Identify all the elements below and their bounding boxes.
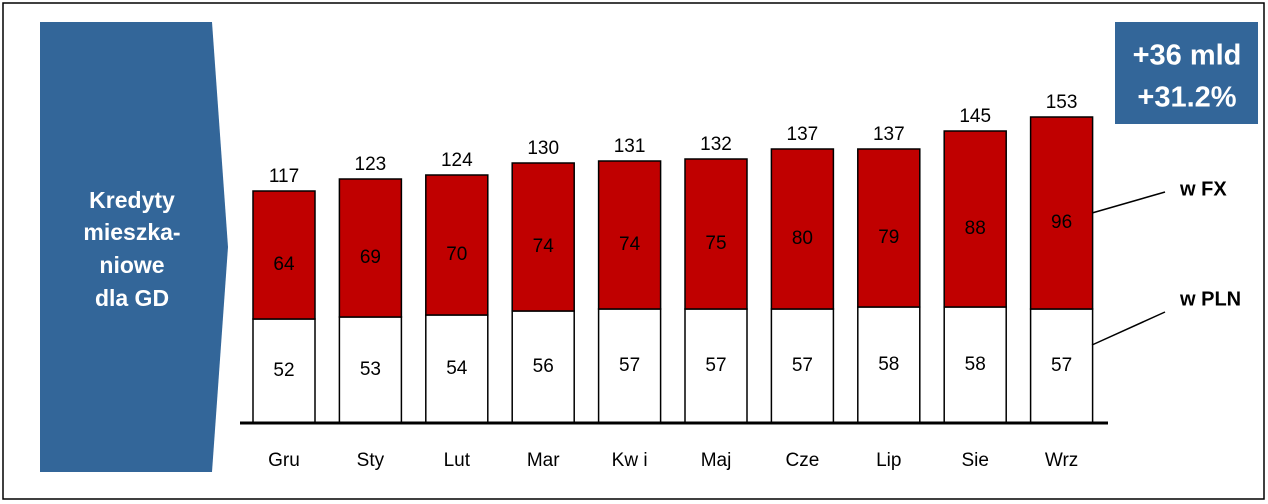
value-label: 53 xyxy=(360,359,381,380)
side-label: Kredyty xyxy=(89,187,175,213)
x-tick-label: Mar xyxy=(527,450,560,471)
bar-segment xyxy=(770,148,835,310)
total-label: 131 xyxy=(614,136,646,157)
value-label: 54 xyxy=(446,358,468,379)
bar-segment xyxy=(943,306,1007,424)
bar-segment xyxy=(425,174,489,316)
side-label: dla GD xyxy=(95,285,169,311)
value-label: 58 xyxy=(878,354,899,375)
side-label: mieszka- xyxy=(83,219,180,245)
side-label: niowe xyxy=(99,252,164,278)
bar-segment xyxy=(338,178,403,318)
x-tick-label: Maj xyxy=(701,450,732,471)
value-label: 58 xyxy=(965,354,986,375)
legend-leader xyxy=(1091,311,1166,346)
value-label: 57 xyxy=(792,355,813,376)
x-tick-label: Kw i xyxy=(612,450,648,471)
value-label: 80 xyxy=(792,228,813,249)
total-label: 123 xyxy=(355,154,387,175)
bar-segment xyxy=(684,308,748,424)
bar-segment xyxy=(770,308,835,424)
value-label: 70 xyxy=(446,244,467,265)
value-label: 56 xyxy=(533,356,554,377)
value-label: 57 xyxy=(1051,355,1072,376)
bar-segment xyxy=(943,130,1007,308)
value-label: 52 xyxy=(273,360,294,381)
annotation: +36 mld xyxy=(1133,40,1242,72)
value-label: 96 xyxy=(1051,212,1072,233)
legend-leader xyxy=(1091,191,1166,214)
x-tick-label: Lut xyxy=(444,450,471,471)
total-label: 130 xyxy=(527,138,559,159)
bar-segment xyxy=(597,160,662,310)
legend-label: w FX xyxy=(1179,178,1227,200)
total-label: 124 xyxy=(441,150,473,171)
bar-segment xyxy=(1029,116,1094,310)
bar-segment xyxy=(511,310,575,424)
value-label: 79 xyxy=(878,227,899,248)
x-tick-label: Cze xyxy=(786,450,820,471)
value-label: 75 xyxy=(705,233,726,254)
x-tick-label: Sie xyxy=(961,450,988,471)
bar-segment xyxy=(857,306,921,424)
x-tick-label: Lip xyxy=(876,450,901,471)
x-tick-label: Gru xyxy=(268,450,300,471)
x-tick-label: Wrz xyxy=(1045,450,1078,471)
value-label: 57 xyxy=(705,355,726,376)
total-label: 132 xyxy=(700,134,732,155)
value-label: 74 xyxy=(619,234,641,255)
value-label: 74 xyxy=(533,236,555,257)
annotation: +31.2% xyxy=(1137,82,1236,114)
bar-segment xyxy=(511,162,575,312)
total-label: 137 xyxy=(873,124,905,145)
side-arrow xyxy=(40,22,228,472)
value-label: 88 xyxy=(965,218,986,239)
bar-segment xyxy=(252,190,316,320)
total-label: 117 xyxy=(269,166,299,187)
total-label: 153 xyxy=(1046,92,1078,113)
legend-label: w PLN xyxy=(1179,288,1241,310)
bar-segment xyxy=(684,158,748,310)
total-label: 145 xyxy=(959,106,991,127)
total-label: 137 xyxy=(787,124,819,145)
annotation-box xyxy=(1115,22,1258,124)
value-label: 69 xyxy=(360,247,381,268)
bar-segment xyxy=(857,148,921,308)
value-label: 57 xyxy=(619,355,640,376)
value-label: 64 xyxy=(273,254,295,275)
bar-segment xyxy=(1029,308,1094,424)
x-tick-label: Sty xyxy=(357,450,385,471)
